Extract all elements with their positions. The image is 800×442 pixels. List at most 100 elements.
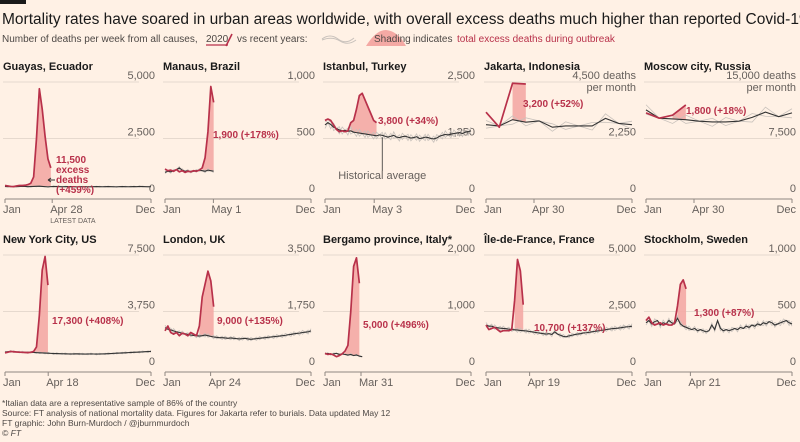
x-tick-label: Jan — [484, 377, 502, 389]
panel-london-uk: London, UK 0 1,750 3,500 Jan Apr 24 Dec 9,000 (… — [163, 234, 315, 389]
x-tick-label: Apr 21 — [688, 377, 720, 389]
x-tick-label: May 3 — [372, 204, 402, 216]
excess-deaths-shading — [350, 93, 377, 136]
line-2020 — [324, 92, 378, 133]
x-tick-label: Apr 30 — [532, 204, 564, 216]
x-tick-label: Mar 31 — [359, 377, 393, 389]
y-tick-label: 15,000 deaths — [726, 70, 796, 82]
x-tick-label: Dec — [135, 204, 155, 216]
x-tick-label: Dec — [776, 377, 796, 389]
x-tick-label: Dec — [295, 204, 315, 216]
x-tick-label: Dec — [295, 377, 315, 389]
x-tick-label: Apr 30 — [692, 204, 724, 216]
excess-deaths-shading — [202, 86, 214, 172]
y-tick-label: 0 — [630, 356, 636, 368]
x-tick-label: Dec — [455, 204, 475, 216]
y-tick-label: 5,000 — [127, 70, 155, 82]
x-tick-label: Dec — [455, 377, 475, 389]
x-tick-label: Apr 24 — [209, 377, 241, 389]
copyright-note: © FT — [2, 428, 22, 437]
panel-title: Istanbul, Turkey — [323, 61, 407, 73]
y-tick-label: 4,500 deaths — [572, 70, 636, 82]
y-tick-label: 2,000 — [447, 243, 475, 255]
x-tick-label: Jan — [323, 377, 341, 389]
y-tick-label: 3,500 — [287, 243, 315, 255]
panel-title: New York City, US — [3, 234, 97, 246]
historical-average-line — [645, 317, 793, 333]
x-tick-label: Dec — [776, 204, 796, 216]
panel-title: Manaus, Brazil — [163, 61, 240, 73]
y-tick-label: 0 — [790, 183, 796, 195]
y-tick-label: 0 — [309, 183, 315, 195]
y-tick-label: 0 — [149, 183, 155, 195]
excess-deaths-annotation: (+459%) — [56, 185, 94, 196]
x-tick-label: Jan — [163, 204, 181, 216]
excess-deaths-shading — [345, 257, 360, 357]
x-tick-label: Jan — [163, 377, 181, 389]
line-2020 — [4, 87, 52, 188]
historical-average-line — [324, 122, 472, 140]
x-tick-label: May 1 — [211, 204, 241, 216]
y-unit-label: per month — [746, 82, 796, 94]
excess-deaths-annotation: 3,200 (+52%) — [523, 99, 583, 110]
panel-title: Bergamo province, Italy* — [323, 234, 453, 246]
legend-shading-label: Shading — [374, 34, 411, 45]
y-tick-label: 1,000 — [447, 300, 475, 312]
historical-average-label: Historical average — [338, 170, 426, 182]
excess-deaths-annotation: 3,800 (+34%) — [378, 116, 438, 127]
ft-brand-bar — [0, 0, 26, 4]
y-tick-label: 500 — [297, 127, 315, 139]
x-tick-label: Dec — [616, 377, 636, 389]
excess-deaths-shading — [512, 83, 526, 123]
y-tick-label: 1,000 — [768, 243, 796, 255]
panel-title: Moscow city, Russia — [644, 61, 752, 73]
legend: Number of deaths per week from all cause… — [2, 30, 616, 47]
x-tick-label: Jan — [644, 204, 662, 216]
excess-deaths-shading — [199, 271, 214, 338]
y-tick-label: 1,000 — [287, 70, 315, 82]
line-2020 — [645, 279, 687, 326]
panel--le-de-france-france: Île-de-France, France 0 2,500 5,000 Jan Apr 1… — [483, 233, 636, 389]
y-tick-label: 2,500 — [127, 127, 155, 139]
excess-deaths-shading — [672, 104, 686, 120]
historical-average-line — [485, 117, 633, 128]
line-2020 — [4, 255, 49, 354]
panel-title: Jakarta, Indonesia — [484, 61, 581, 73]
line-2020 — [485, 258, 525, 333]
y-tick-label: 1,750 — [287, 300, 315, 312]
excess-deaths-annotation: 17,300 (+408%) — [52, 316, 123, 327]
legend-indicates-label: indicates — [413, 34, 452, 45]
x-tick-label: Apr 28 — [50, 204, 82, 216]
excess-deaths-annotation: 5,000 (+496%) — [363, 320, 429, 331]
y-tick-label: 7,500 — [127, 243, 155, 255]
line-2020 — [485, 82, 526, 129]
x-tick-label: Jan — [323, 204, 341, 216]
legend-text-intro: Number of deaths per week from all cause… — [2, 34, 198, 45]
panel-new-york-city-us: New York City, US 0 3,750 7,500 Jan Apr 18 Dec… — [3, 234, 155, 389]
y-tick-label: 0 — [309, 356, 315, 368]
x-tick-label: Apr 19 — [528, 377, 560, 389]
panel-title: London, UK — [163, 234, 225, 246]
chart-title: Mortality rates have soared in urban are… — [2, 11, 800, 28]
legend-recent-years-label: vs recent years: — [237, 34, 308, 45]
panel-title: Guayas, Ecuador — [3, 61, 94, 73]
panels: Guayas, Ecuador 0 2,500 5,000 Jan Apr 28 Dec LA… — [3, 61, 796, 389]
panel-bergamo-province-italy: Bergamo province, Italy* 0 1,000 2,000 Jan Ma… — [323, 234, 475, 389]
line-2020 — [324, 256, 361, 358]
legend-excess-label: total excess deaths during outbreak — [457, 34, 616, 45]
y-tick-label: 500 — [778, 300, 796, 312]
y-tick-label: 2,250 — [608, 127, 636, 139]
panel-title: Île-de-France, France — [483, 233, 595, 246]
y-tick-label: 0 — [630, 183, 636, 195]
historical-average-line — [4, 185, 152, 188]
legend-recent-years-line-icon — [321, 35, 355, 43]
y-tick-label: 7,500 — [768, 127, 796, 139]
legend-2020-line-icon — [225, 33, 233, 47]
arrow-icon — [47, 177, 55, 183]
excess-deaths-annotation: deaths — [56, 175, 89, 186]
latest-data-label: LATEST DATA — [50, 218, 96, 225]
source-note: Source: FT analysis of national mortalit… — [2, 408, 390, 418]
excess-deaths-annotation: 10,700 (+137%) — [534, 323, 605, 334]
